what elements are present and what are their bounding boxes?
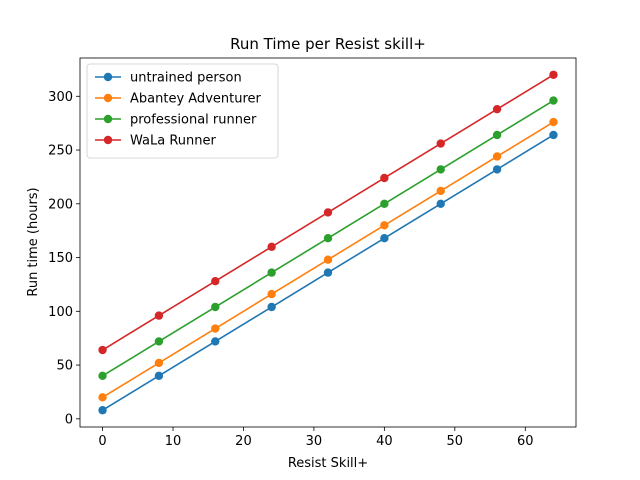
legend-marker [103,72,113,82]
legend-label: WaLa Runner [130,134,216,149]
data-point [492,104,502,114]
data-point [267,289,276,299]
data-point [154,311,164,320]
x-tick-label: 10 [165,434,182,449]
data-point [492,152,502,161]
data-point [267,268,276,277]
y-tick-label: 250 [48,144,73,159]
series-2 [98,96,558,381]
data-point [98,393,107,402]
data-point [436,165,445,174]
data-point [380,221,389,230]
plot-area: 0 10 20 30 40 50 60 0 50 100 150 200 250 300 [48,57,577,449]
data-point [549,117,558,127]
data-point [323,268,333,277]
plot-frame [79,57,577,428]
x-tick-label: 50 [447,434,464,449]
series-1 [98,117,558,402]
data-point [211,277,220,286]
legend-marker [103,135,113,145]
data-point [154,358,164,368]
chart-title: Run Time per Resist skill+ [230,35,426,53]
x-tick-label: 60 [517,434,534,449]
data-point [549,130,558,140]
data-point [380,233,389,243]
data-point [436,186,445,196]
data-point [436,139,445,148]
data-point [549,96,558,105]
data-point [323,233,333,243]
legend-item: WaLa Runner [95,134,216,149]
data-point [492,165,502,174]
data-point [98,406,107,415]
data-point [98,345,107,355]
y-tick-label: 100 [48,305,73,320]
data-point [380,199,389,208]
y-tick-label: 200 [48,197,73,212]
legend-box [86,63,279,159]
data-point [211,302,220,312]
data-point [154,337,164,346]
y-tick-label: 50 [56,359,73,374]
data-point [154,371,164,381]
legend-marker [103,93,113,103]
y-tick-label: 300 [48,90,73,105]
data-point [267,242,276,252]
data-point [267,302,276,312]
legend-item: Abantey Adventurer [95,92,262,107]
data-point [492,130,502,140]
x-axis-label: Resist Skill+ [288,456,368,471]
legend-label: untrained person [130,71,242,86]
y-tick-label: 0 [65,412,73,427]
series-3 [98,70,558,355]
legend: untrained person Abantey Adventurer profes… [86,63,279,159]
legend-marker [103,114,113,124]
y-tick-label: 150 [48,251,73,266]
series-0 [98,130,558,415]
data-point [211,324,220,333]
data-point [323,255,333,264]
x-tick-label: 20 [235,434,252,449]
x-tick-label: 40 [376,434,393,449]
data-point [323,208,333,217]
data-point [98,371,107,381]
legend-item: professional runner [95,113,257,128]
legend-label: professional runner [130,113,257,128]
data-point [211,337,220,346]
data-point [436,199,445,208]
x-tick-label: 0 [98,434,106,449]
data-point [380,173,389,183]
y-axis-label: Run time (hours) [26,187,41,296]
legend-label: Abantey Adventurer [130,92,262,107]
data-point [549,70,558,79]
x-tick-label: 30 [306,434,323,449]
legend-item: untrained person [95,71,242,86]
